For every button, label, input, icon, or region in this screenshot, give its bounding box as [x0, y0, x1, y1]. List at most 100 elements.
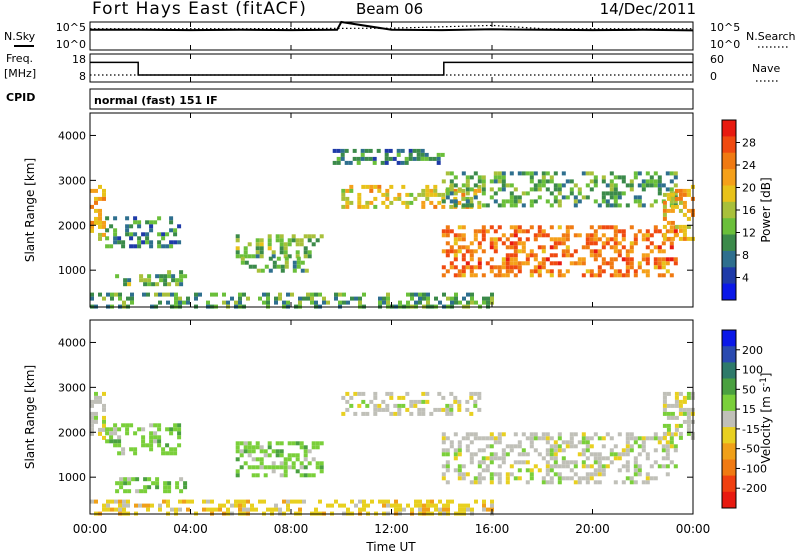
- heatmap-cell: [129, 236, 134, 241]
- heatmap-cell: [247, 242, 252, 247]
- heatmap-cell: [171, 274, 176, 279]
- heatmap-cell: [445, 253, 450, 258]
- heatmap-cell: [517, 468, 522, 473]
- heatmap-cell: [669, 436, 674, 441]
- heatmap-cell: [137, 244, 142, 249]
- heatmap-cell: [577, 199, 582, 204]
- heatmap-cell: [549, 245, 554, 250]
- heatmap-cell: [661, 183, 666, 188]
- heatmap-cell: [113, 427, 118, 432]
- heatmap-cell: [509, 444, 514, 449]
- heatmap-cell: [662, 204, 667, 209]
- heatmap-cell: [585, 241, 590, 246]
- heatmap-cell: [175, 485, 180, 490]
- heatmap-cell: [345, 204, 350, 209]
- heatmap-cell: [434, 507, 438, 512]
- heatmap-cell: [307, 234, 312, 239]
- heatmap-cell: [169, 451, 174, 456]
- heatmap-cell: [501, 460, 506, 465]
- heatmap-cell: [409, 411, 414, 416]
- heatmap-cell: [98, 196, 102, 201]
- heatmap-cell: [501, 265, 506, 270]
- heatmap-cell: [295, 254, 300, 259]
- heatmap-cell: [457, 249, 462, 254]
- heatmap-cell: [243, 445, 248, 450]
- heatmap-cell: [469, 273, 474, 278]
- heatmap-cell: [517, 261, 522, 266]
- heatmap-cell: [263, 449, 268, 454]
- heatmap-cell: [477, 241, 482, 246]
- heatmap-cell: [517, 269, 522, 274]
- heatmap-cell: [678, 208, 683, 213]
- heatmap-cell: [461, 472, 466, 477]
- noise-left-tick-top: 10^5: [56, 21, 86, 34]
- heatmap-cell: [585, 444, 590, 449]
- heatmap-cell: [311, 242, 316, 247]
- heatmap-cell: [362, 503, 366, 508]
- heatmap-cell: [549, 444, 554, 449]
- heatmap-cell: [396, 152, 401, 157]
- heatmap-cell: [601, 261, 606, 266]
- heatmap-cell: [133, 220, 138, 225]
- heatmap-cell: [405, 200, 410, 205]
- heatmap-cell: [593, 249, 598, 254]
- heatmap-cell: [169, 427, 174, 432]
- heatmap-cell: [102, 503, 106, 508]
- heatmap-cell: [166, 499, 170, 504]
- heatmap-cell: [470, 300, 474, 305]
- heatmap-cell: [513, 273, 518, 278]
- heatmap-cell: [115, 481, 120, 486]
- heatmap-cell: [625, 432, 630, 437]
- colorbar-swatch: [722, 427, 736, 444]
- heatmap-cell: [470, 292, 474, 297]
- heatmap-cell: [513, 265, 518, 270]
- heatmap-cell: [505, 269, 510, 274]
- heatmap-cell: [406, 503, 410, 508]
- heatmap-cell: [682, 188, 687, 193]
- heatmap-cell: [449, 261, 454, 266]
- heatmap-cell: [234, 499, 238, 504]
- heatmap-cell: [629, 476, 634, 481]
- heatmap-cell: [553, 253, 558, 258]
- heatmap-cell: [287, 453, 292, 458]
- heatmap-cell: [303, 465, 308, 470]
- heatmap-cell: [609, 448, 614, 453]
- heatmap-cell: [513, 476, 518, 481]
- heatmap-cell: [545, 257, 550, 262]
- heatmap-cell: [421, 192, 426, 197]
- heatmap-cell: [565, 179, 570, 184]
- heatmap-cell: [513, 261, 518, 266]
- heatmap-cell: [113, 423, 118, 428]
- heatmap-cell: [669, 199, 674, 204]
- heatmap-cell: [155, 274, 160, 279]
- heatmap-cell: [457, 200, 462, 205]
- heatmap-cell: [94, 499, 98, 504]
- heatmap-cell: [661, 444, 666, 449]
- heatmap-cell: [392, 156, 397, 161]
- heatmap-cell: [361, 411, 366, 416]
- heatmap-cell: [482, 499, 486, 504]
- heatmap-cell: [338, 292, 342, 297]
- heatmap-cell: [449, 411, 454, 416]
- heatmap-cell: [557, 261, 562, 266]
- colorbar-swatch: [722, 185, 736, 203]
- heatmap-cell: [319, 465, 324, 470]
- heatmap-cell: [521, 448, 526, 453]
- cpid-panel: [89, 88, 694, 110]
- heatmap-cell: [295, 242, 300, 247]
- heatmap-cell: [645, 472, 650, 477]
- heatmap-cell: [280, 268, 285, 273]
- heatmap-cell: [424, 156, 429, 161]
- heatmap-cell: [280, 264, 285, 269]
- heatmap-cell: [657, 229, 662, 234]
- heatmap-cell: [296, 260, 301, 265]
- heatmap-cell: [389, 391, 394, 396]
- heatmap-cell: [397, 192, 402, 197]
- heatmap-cell: [657, 249, 662, 254]
- heatmap-cell: [686, 431, 691, 436]
- heatmap-cell: [336, 160, 341, 165]
- heatmap-cell: [438, 499, 442, 504]
- heatmap-cell: [186, 296, 190, 301]
- heatmap-cell: [311, 473, 316, 478]
- heatmap-cell: [106, 499, 110, 504]
